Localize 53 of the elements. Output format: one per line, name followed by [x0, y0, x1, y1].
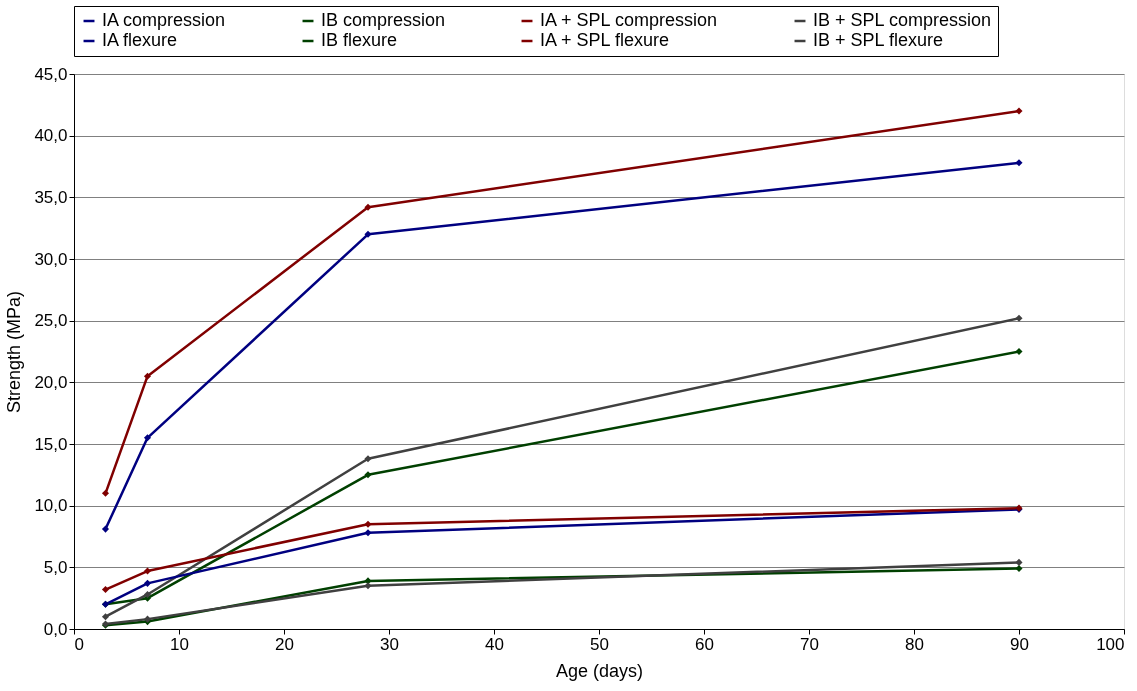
- y-tick-label: 5,0: [43, 557, 68, 577]
- y-tick-label: 0,0: [43, 619, 68, 639]
- point: [143, 372, 152, 380]
- y-tick-label: 25,0: [34, 311, 68, 331]
- y-tick-label: 20,0: [34, 372, 68, 392]
- y-tick-label: 15,0: [34, 434, 68, 454]
- point: [364, 203, 372, 211]
- point: [1015, 565, 1023, 573]
- x-tick-label: 20: [275, 634, 294, 654]
- x-tick-label: 40: [485, 634, 504, 654]
- point: [143, 579, 152, 587]
- x-tick-label: 50: [590, 634, 609, 654]
- point: [364, 582, 372, 590]
- point: [364, 520, 372, 528]
- point: [364, 230, 372, 238]
- point: [101, 586, 110, 594]
- point: [101, 489, 110, 497]
- point: [101, 613, 110, 621]
- y-tick-label: 40,0: [34, 126, 68, 146]
- x-axis-title: Age (days): [555, 660, 644, 681]
- y-tick-label: 45,0: [34, 64, 68, 84]
- x-tick-label: 100: [1096, 634, 1125, 654]
- point: [1015, 159, 1023, 167]
- y-tick-label: 30,0: [34, 249, 68, 269]
- point: [1015, 107, 1023, 115]
- y-axis-title: Strength (MPa): [4, 290, 25, 414]
- point: [143, 567, 152, 575]
- legend-label: IA compression: [102, 10, 226, 30]
- legend-label: IB compression: [321, 10, 446, 30]
- point: [1015, 347, 1023, 356]
- x-tick-label: 90: [1010, 634, 1029, 654]
- y-tick-label: 35,0: [34, 187, 68, 207]
- x-tick-label: 10: [170, 634, 189, 654]
- point: [143, 590, 152, 598]
- point: [364, 455, 372, 463]
- y-tick-label: 10,0: [34, 496, 68, 516]
- legend-label: IB flexure: [321, 30, 398, 50]
- point: [101, 525, 110, 533]
- x-tick-label: 70: [800, 634, 819, 654]
- point: [1015, 314, 1023, 322]
- x-tick-label: 80: [905, 634, 924, 654]
- legend-label: IA flexure: [102, 30, 178, 50]
- point: [364, 471, 372, 479]
- point: [364, 529, 372, 537]
- x-tick-label: 60: [695, 634, 714, 654]
- legend-label: IA + SPL flexure: [540, 30, 669, 50]
- x-tick-label: 30: [380, 634, 399, 654]
- legend-label: IA + SPL compression: [540, 10, 717, 30]
- legend-label: IB + SPL compression: [813, 10, 991, 30]
- point: [143, 434, 152, 442]
- x-tick-label: 0: [74, 634, 84, 654]
- point: [1015, 558, 1023, 566]
- legend-label: IB + SPL flexure: [813, 30, 943, 50]
